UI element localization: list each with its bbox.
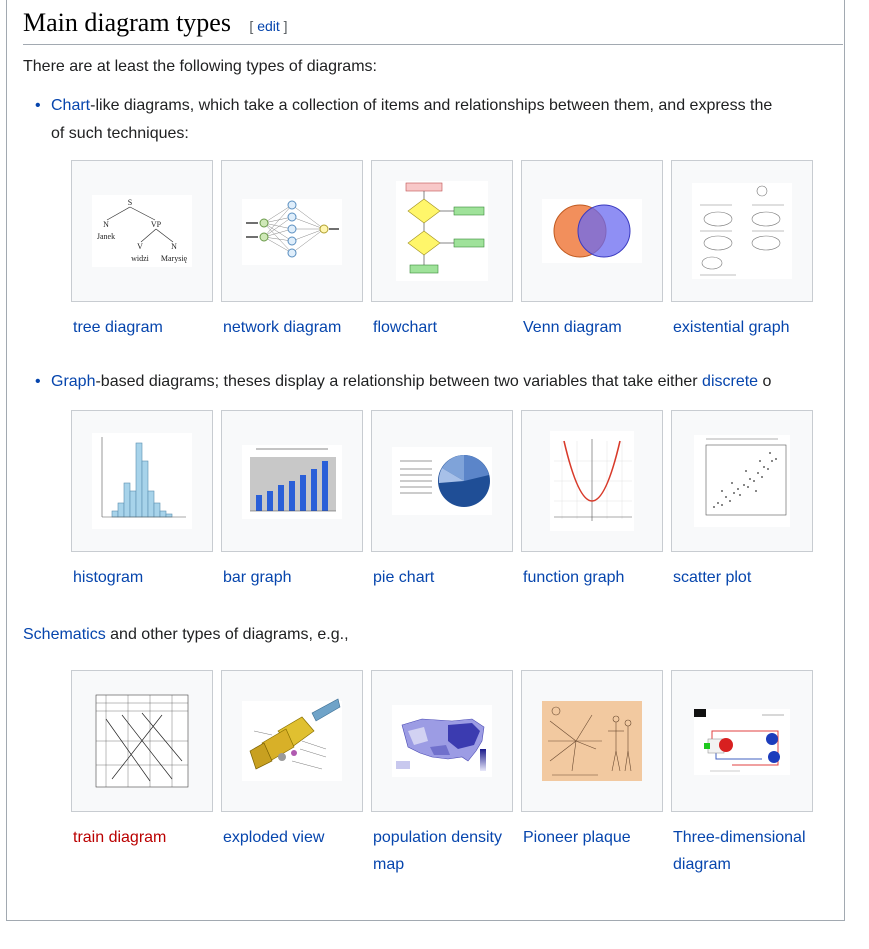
gallery-caption[interactable]: network diagram bbox=[223, 319, 342, 336]
gallery-caption[interactable]: flowchart bbox=[373, 319, 438, 336]
thumbnail[interactable]: S N VP Janek V N widzi Marysię bbox=[71, 160, 213, 302]
gallery-caption[interactable]: histogram bbox=[73, 569, 144, 586]
thumbnail[interactable] bbox=[521, 670, 663, 812]
svg-text:Marysię: Marysię bbox=[161, 254, 188, 263]
intro-paragraph: There are at least the following types o… bbox=[23, 58, 377, 75]
function-graph-thumbnail-icon bbox=[550, 431, 634, 531]
gallery-caption[interactable]: bar graph bbox=[223, 569, 292, 586]
section-title: Main diagram types bbox=[23, 8, 231, 37]
gallery-caption[interactable]: Three-dimensional diagram bbox=[673, 829, 806, 873]
gallery-caption[interactable]: tree diagram bbox=[73, 319, 163, 336]
edit-link[interactable]: edit bbox=[257, 18, 280, 34]
schematics-paragraph: Schematics and other types of diagrams, … bbox=[23, 626, 349, 643]
thumbnail[interactable] bbox=[221, 160, 363, 302]
section-heading: Main diagram types [ edit ] bbox=[23, 8, 843, 45]
edit-section: [ edit ] bbox=[249, 18, 288, 34]
graph-bullet-text: -based diagrams; theses display a relati… bbox=[95, 373, 698, 390]
thumbnail[interactable] bbox=[371, 410, 513, 552]
network-diagram-thumbnail-icon bbox=[242, 199, 342, 265]
gallery-caption[interactable]: existential graph bbox=[673, 319, 790, 336]
article-section: Main diagram types [ edit ] There are at… bbox=[6, 0, 845, 921]
existential-graph-thumbnail-icon bbox=[692, 183, 792, 279]
tree-diagram-thumbnail-icon: S N VP Janek V N widzi Marysię bbox=[92, 195, 192, 267]
thumbnail[interactable] bbox=[521, 410, 663, 552]
bullet-icon: • bbox=[35, 97, 41, 114]
thumbnail[interactable] bbox=[671, 410, 813, 552]
svg-text:S: S bbox=[128, 198, 132, 207]
chart-bullet-text: -like diagrams, which take a collection … bbox=[90, 97, 773, 114]
scatter-plot-thumbnail-icon bbox=[694, 435, 790, 527]
schematics-link[interactable]: Schematics bbox=[23, 626, 106, 643]
flowchart-thumbnail-icon bbox=[396, 181, 488, 281]
gallery-caption[interactable]: population density map bbox=[373, 829, 502, 873]
svg-text:V: V bbox=[137, 242, 143, 251]
gallery-caption[interactable]: pie chart bbox=[373, 569, 435, 586]
pie-chart-thumbnail-icon bbox=[392, 447, 492, 515]
gallery-caption[interactable]: train diagram bbox=[73, 829, 167, 846]
gallery-caption[interactable]: Pioneer plaque bbox=[523, 829, 631, 846]
histogram-thumbnail-icon bbox=[92, 433, 192, 529]
graph-link[interactable]: Graph bbox=[51, 373, 96, 390]
gallery-caption[interactable]: exploded view bbox=[223, 829, 325, 846]
venn-diagram-thumbnail-icon bbox=[542, 199, 642, 263]
train-diagram-thumbnail-icon bbox=[95, 694, 189, 788]
gallery-caption[interactable]: scatter plot bbox=[673, 569, 752, 586]
thumbnail[interactable] bbox=[71, 410, 213, 552]
graph-bullet: • Graph-based diagrams; theses display a… bbox=[35, 368, 771, 396]
thumbnail[interactable] bbox=[371, 160, 513, 302]
gallery-caption[interactable]: function graph bbox=[523, 569, 625, 586]
exploded-view-thumbnail-icon bbox=[242, 698, 342, 781]
chart-bullet: • Chart-like diagrams, which take a coll… bbox=[35, 92, 773, 148]
thumbnail[interactable] bbox=[671, 160, 813, 302]
discrete-link[interactable]: discrete bbox=[702, 373, 759, 390]
bar-graph-thumbnail-icon bbox=[242, 445, 342, 519]
pioneer-plaque-thumbnail-icon bbox=[542, 701, 642, 781]
chart-bullet-line2: of such techniques: bbox=[51, 125, 189, 142]
thumbnail[interactable] bbox=[71, 670, 213, 812]
svg-text:VP: VP bbox=[151, 220, 162, 229]
gallery-caption[interactable]: Venn diagram bbox=[523, 319, 622, 336]
thumbnail[interactable] bbox=[221, 410, 363, 552]
population-density-map-thumbnail-icon bbox=[392, 705, 492, 777]
thumbnail[interactable] bbox=[671, 670, 813, 812]
svg-text:widzi: widzi bbox=[131, 254, 150, 263]
chart-link[interactable]: Chart bbox=[51, 97, 91, 114]
svg-text:N: N bbox=[171, 242, 177, 251]
thumbnail[interactable] bbox=[371, 670, 513, 812]
svg-text:Janek: Janek bbox=[97, 232, 115, 241]
thumbnail[interactable] bbox=[221, 670, 363, 812]
svg-text:N: N bbox=[103, 220, 109, 229]
bullet-icon: • bbox=[35, 373, 41, 390]
three-dimensional-diagram-thumbnail-icon bbox=[694, 709, 790, 775]
thumbnail[interactable] bbox=[521, 160, 663, 302]
